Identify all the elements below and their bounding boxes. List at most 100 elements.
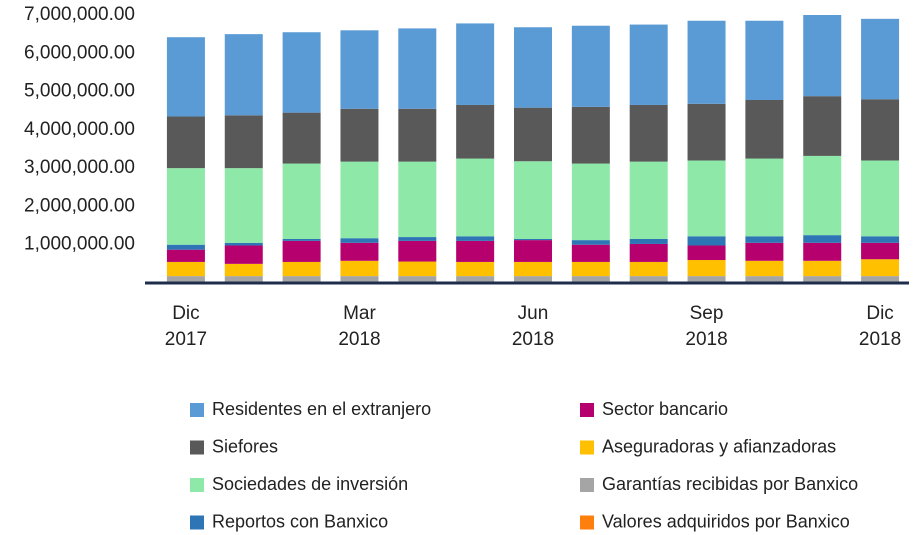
x-tick-label: Sep 2018: [685, 303, 727, 350]
bar-segment: [224, 115, 263, 169]
bar-segment: [398, 261, 437, 277]
bar-segment: [514, 276, 552, 283]
bar-segment: [687, 160, 726, 237]
bar-segment: [803, 235, 842, 243]
x-tick-label: Mar 2018: [338, 303, 380, 350]
bar-segment: [861, 242, 900, 260]
bar-segment: [398, 240, 437, 262]
bar-segment: [861, 99, 900, 161]
legend-label: Valores adquiridos por Banxico: [602, 511, 850, 531]
bar-segment: [571, 261, 610, 277]
legend-swatch: [580, 478, 594, 492]
x-tick-label: Dic 2018: [859, 303, 901, 350]
legend-swatch: [580, 403, 594, 417]
bar-segment: [224, 242, 263, 246]
bar-segment: [803, 276, 842, 283]
x-tick-label: Jun 2018: [512, 303, 554, 350]
legend-swatch: [580, 440, 594, 455]
bar-segment: [571, 276, 610, 283]
bar-segment: [745, 158, 784, 237]
legend-label: Residentes en el extranjero: [212, 399, 431, 419]
bar-segment: [803, 260, 842, 277]
bar-segment: [282, 240, 321, 262]
bar-segment: [629, 161, 668, 239]
y-tick-label: 2,000,000.00: [24, 195, 135, 216]
legend-label: Sociedades de inversión: [212, 474, 408, 494]
bar-segment: [456, 240, 495, 262]
legend-label: Garantías recibidas por Banxico: [602, 474, 858, 494]
y-tick-label: 1,000,000.00: [24, 234, 135, 255]
bar-segment: [398, 161, 437, 238]
bar-segment: [456, 158, 495, 237]
bar-segment: [224, 168, 263, 243]
legend-label: Reportos con Banxico: [212, 511, 388, 531]
bar-segment: [687, 245, 726, 261]
y-tick-label: 3,000,000.00: [24, 157, 135, 178]
bar-segment: [166, 249, 205, 262]
bar-segment: [514, 261, 552, 277]
bar-segment: [803, 15, 842, 97]
bar-segment: [629, 276, 668, 283]
bar-segment: [340, 108, 379, 162]
legend-swatch: [190, 403, 204, 417]
bar-segment: [282, 238, 321, 241]
bar-segment: [861, 276, 900, 283]
bar-segment: [571, 106, 610, 164]
bar-segment: [861, 259, 900, 277]
bar-segment: [282, 112, 321, 164]
bar-segment: [861, 18, 900, 100]
bar-segment: [456, 261, 495, 277]
bar-segment: [340, 276, 379, 283]
bar-segment: [282, 276, 321, 283]
bar-segment: [861, 236, 900, 243]
bar-segment: [803, 242, 842, 261]
bar-segment: [340, 161, 379, 239]
bar-segment: [629, 261, 668, 277]
bar-segment: [456, 23, 495, 105]
bar-segment: [166, 276, 205, 283]
y-tick-label: 5,000,000.00: [24, 81, 135, 102]
bar-segment: [571, 240, 610, 245]
bar-segment: [803, 155, 842, 236]
bar-segment: [224, 34, 263, 116]
legend-label: Aseguradoras y afianzadoras: [602, 436, 836, 456]
bar-segment: [166, 261, 205, 277]
bar-segment: [224, 245, 263, 264]
bar-segment: [514, 240, 552, 262]
bar-segment: [745, 236, 784, 243]
legend-swatch: [580, 515, 594, 530]
y-tick-label: 7,000,000.00: [24, 4, 135, 25]
bar-segment: [166, 168, 205, 245]
bar-segment: [514, 161, 552, 239]
bar-segment: [629, 24, 668, 105]
bar-segment: [166, 116, 205, 169]
bar-segment: [166, 244, 205, 250]
bar-segment: [571, 25, 610, 107]
bar-segment: [282, 32, 321, 113]
bar-segment: [340, 260, 379, 277]
legend-label: Sector bancario: [602, 399, 728, 419]
bar-segment: [745, 242, 784, 261]
bar-segment: [398, 108, 437, 162]
bar-segment: [571, 163, 610, 241]
bar-segment: [745, 276, 784, 283]
bar-segment: [224, 276, 263, 283]
bar-segment: [629, 104, 668, 162]
bar-segment: [514, 238, 552, 241]
bar-segment: [166, 37, 205, 117]
bar-segment: [629, 238, 668, 244]
bar-segment: [456, 104, 495, 159]
bar-segment: [514, 107, 552, 162]
bar-segment: [398, 276, 437, 283]
bar-segment: [687, 276, 726, 283]
bar-segment: [803, 96, 842, 156]
bar-segment: [687, 260, 726, 277]
bar-segment: [687, 236, 726, 246]
legend-swatch: [190, 440, 204, 455]
bar-segment: [456, 276, 495, 283]
legend-swatch: [190, 515, 204, 530]
bar-segment: [282, 261, 321, 277]
bar-segment: [687, 103, 726, 161]
